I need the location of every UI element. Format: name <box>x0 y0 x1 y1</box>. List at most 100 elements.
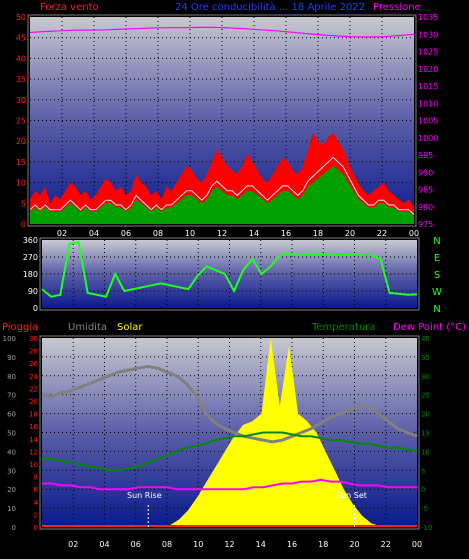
humidity-axis-tick-label: 50 <box>7 430 16 438</box>
rain-axis-tick-label: 22 <box>29 385 38 393</box>
pressure-axis-tick-label: 1010 <box>418 99 438 108</box>
humidity-axis-tick-label: 30 <box>7 467 16 475</box>
rain-axis-tick-label: 4 <box>34 499 39 507</box>
pressure-axis-tick-label: 1020 <box>418 65 438 74</box>
rain-axis-tick-label: 26 <box>29 360 38 368</box>
pressure-axis-tick-label: 1015 <box>418 82 438 91</box>
rain-axis-tick-label: 28 <box>29 348 38 356</box>
temperature-axis-tick-label: 20 <box>421 411 430 419</box>
wind-panel-x-tick-label: 14 <box>249 229 259 238</box>
humidity-axis-tick-label: 10 <box>7 505 16 513</box>
rain-axis-tick-label: 8 <box>34 474 38 482</box>
wind-panel-x-tick-label: 18 <box>313 229 323 238</box>
temperature-axis-tick-label: 30 <box>421 373 430 381</box>
pressure-axis-tick-label: 980 <box>418 203 433 212</box>
pressure-axis-tick-label: 985 <box>418 186 433 195</box>
temp-panel-x-tick-label: 06 <box>131 540 141 549</box>
direction-line <box>41 240 418 298</box>
wind-panel-x-tick-label: 22 <box>377 229 387 238</box>
wind-axis-tick-label: 20 <box>16 137 26 146</box>
wind-panel-x-tick-label: 02 <box>57 229 67 238</box>
direction-compass-label: E <box>434 253 440 264</box>
temperature-axis-tick-label: 40 <box>421 335 430 343</box>
wind-axis-tick-label: 5 <box>21 199 26 208</box>
rain-axis-tick-label: 30 <box>29 335 38 343</box>
rain-axis-tick-label: 6 <box>34 486 39 494</box>
wind-panel-x-tick-label: 10 <box>185 229 195 238</box>
temperature-label: Temperatura <box>311 322 376 333</box>
temp-panel-x-tick-label: 00 <box>412 540 422 549</box>
humidity-axis-tick-label: 40 <box>7 448 16 456</box>
temperature-axis-tick-label: -10 <box>421 524 432 532</box>
humidity-line <box>41 364 418 444</box>
wind-axis-tick-label: 25 <box>16 117 26 126</box>
temp-panel-x-tick-label: 12 <box>224 540 234 549</box>
pressure-axis-tick-label: 1025 <box>418 48 438 57</box>
direction-axis-tick-label: 180 <box>23 270 38 279</box>
temperature-axis-tick-label: 5 <box>421 467 425 475</box>
solar-label: Solar <box>117 322 143 333</box>
pressure-axis-tick-label: 1005 <box>418 117 438 126</box>
temp-panel-x-tick-label: 08 <box>162 540 172 549</box>
rain-axis-tick-label: 24 <box>29 373 38 381</box>
wind-axis-tick-label: 50 <box>16 13 26 22</box>
wind-panel-x-tick-label: 04 <box>89 229 99 238</box>
pressure-axis-tick-label: 975 <box>418 220 433 229</box>
rain-axis-tick-label: 12 <box>29 448 38 456</box>
wind-panel-x-tick-label: 00 <box>409 229 419 238</box>
direction-panel-frame <box>39 237 420 311</box>
rain-axis-tick-label: 10 <box>29 461 38 469</box>
humidity-axis-tick-label: 100 <box>3 335 16 343</box>
humidity-axis-tick-label: 90 <box>7 354 16 362</box>
wind-axis-tick-label: 10 <box>16 179 26 188</box>
rain-axis-tick-label: 2 <box>34 511 38 519</box>
temp-panel-x-tick-label: 14 <box>256 540 266 549</box>
wind-axis-tick-label: 35 <box>16 75 26 84</box>
pressure-axis-tick-label: 1035 <box>418 13 438 22</box>
wind-panel-x-tick-label: 06 <box>121 229 131 238</box>
temp-panel-x-tick-label: 18 <box>318 540 328 549</box>
temperature-axis-tick-label: 35 <box>421 354 430 362</box>
rain-label: Pioggia <box>2 322 38 333</box>
temperature-axis-tick-label: 0 <box>421 486 425 494</box>
wind-avg-area <box>30 166 414 224</box>
wind-panel-x-tick-label: 12 <box>217 229 227 238</box>
humidity-axis-tick-label: 70 <box>7 392 16 400</box>
pressure-axis-tick-label: 990 <box>418 168 433 177</box>
direction-compass-label: N <box>433 304 440 315</box>
wind-panel-x-tick-label: 08 <box>153 229 163 238</box>
temp-panel-x-tick-label: 02 <box>68 540 78 549</box>
rain-axis-tick-label: 16 <box>29 423 38 431</box>
rain-axis-tick-label: 14 <box>29 436 38 444</box>
temperature-axis-tick-label: 15 <box>421 430 430 438</box>
rain-axis-tick-label: 20 <box>29 398 38 406</box>
dewpoint-label: Dew Point (°C) <box>393 322 466 333</box>
temp-panel-frame <box>39 335 420 530</box>
rain-axis-tick-label: 18 <box>29 411 38 419</box>
direction-compass-label: W <box>432 287 442 298</box>
direction-axis-tick-label: 0 <box>33 304 38 313</box>
temp-panel-x-tick-label: 16 <box>287 540 297 549</box>
rain-axis-tick-label: 0 <box>34 524 38 532</box>
temperature-axis-tick-label: 25 <box>421 392 430 400</box>
humidity-axis-tick-label: 0 <box>12 524 16 532</box>
direction-compass-label: N <box>433 236 440 247</box>
wind-panel-frame <box>27 14 417 227</box>
humidity-label: Umidita <box>68 322 107 333</box>
temp-panel-x-tick-label: 10 <box>193 540 203 549</box>
wind-panel-x-tick-label: 16 <box>281 229 291 238</box>
pressure-axis-tick-label: 995 <box>418 151 433 160</box>
humidity-axis-tick-label: 20 <box>7 486 16 494</box>
temp-panel-x-tick-label: 20 <box>349 540 359 549</box>
temp-panel-x-tick-label: 22 <box>381 540 391 549</box>
pressure-line <box>29 26 415 38</box>
pressure-axis-tick-label: 1000 <box>418 134 438 143</box>
humidity-axis-tick-label: 60 <box>7 411 16 419</box>
wind-axis-tick-label: 15 <box>16 158 26 167</box>
wind-axis-tick-label: 40 <box>16 54 26 63</box>
direction-axis-tick-label: 90 <box>28 287 38 296</box>
wind-title: Forza vento <box>40 2 99 13</box>
direction-axis-tick-label: 270 <box>23 253 38 262</box>
